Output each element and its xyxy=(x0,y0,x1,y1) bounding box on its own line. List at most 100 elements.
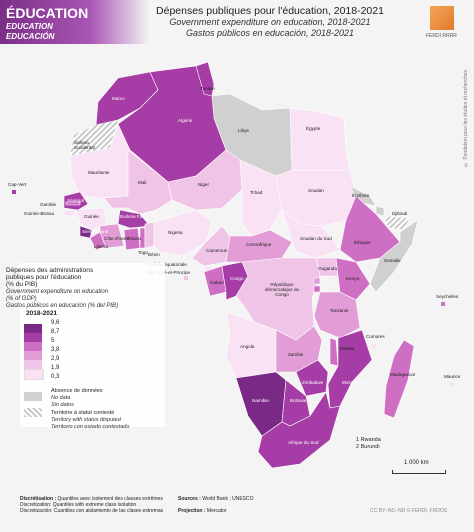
country-djibouti[interactable] xyxy=(375,205,385,217)
country-nigeria[interactable] xyxy=(153,209,213,257)
legend-swatch-6 xyxy=(24,369,44,380)
legend-panel xyxy=(20,263,165,427)
label-burkina: Burkina Faso xyxy=(120,214,148,219)
country-somalia[interactable] xyxy=(369,219,419,293)
label-senegal: Sénégal xyxy=(67,198,84,203)
logo-text: FERDI RRRR xyxy=(426,33,457,39)
label-mozambique: Mozambique xyxy=(342,380,369,385)
note-burundi: 2 Burundi xyxy=(356,444,380,450)
label-soudan-du-sud: Soudan du Sud xyxy=(300,236,332,241)
country-guinea-bissau[interactable] xyxy=(63,209,77,217)
country-south-africa[interactable] xyxy=(257,391,341,469)
country-zimbabwe[interactable] xyxy=(295,359,329,397)
footer-discretisation: Discrétisation : Quantiles avec isolemen… xyxy=(20,496,163,514)
legend-period: 2018-2021 xyxy=(26,310,58,317)
label-centrafrique: Centrafrique xyxy=(246,242,272,247)
footer-sources-label: Sources : xyxy=(178,496,201,502)
country-zambia[interactable] xyxy=(275,325,323,373)
label-gambie: Gambie xyxy=(40,202,57,207)
legend-swatch-1 xyxy=(24,324,42,333)
title-en: Government expenditure on education, 201… xyxy=(169,17,371,27)
legend-swatch-3 xyxy=(24,342,42,351)
label-angola: Angola xyxy=(240,344,255,349)
country-gambia[interactable] xyxy=(65,201,81,206)
label-soudan: Soudan xyxy=(308,188,324,193)
label-congo: Congo xyxy=(230,276,244,281)
country-burundi[interactable] xyxy=(313,285,321,293)
country-sao-tome[interactable] xyxy=(184,276,188,280)
footer-projection-label: Projection : xyxy=(178,508,206,514)
legend-disputed-fr: Territoire à statut contesté xyxy=(51,410,115,416)
label-zimbabwe: Zimbabwe xyxy=(302,380,324,385)
country-senegal[interactable] xyxy=(63,191,89,211)
footer-projection-value: Mercator xyxy=(206,508,227,514)
legend-disputed-swatch xyxy=(24,408,42,417)
country-madagascar[interactable] xyxy=(383,339,415,419)
country-car[interactable] xyxy=(225,229,293,263)
country-burkina-faso[interactable] xyxy=(117,209,151,229)
label-botswana: Botswana xyxy=(290,398,311,403)
country-rwanda[interactable] xyxy=(313,277,321,285)
label-guinee: Guinée xyxy=(84,214,99,219)
country-cote-divoire[interactable] xyxy=(99,223,125,249)
label-erythree: Érythrée xyxy=(352,193,370,198)
label-mali: Mali xyxy=(138,180,147,185)
legend-break-5: 2,9 xyxy=(51,356,60,362)
label-namibie: Namibie xyxy=(252,398,269,403)
legend-title-fr-2: publiques pour l'éducation xyxy=(6,274,82,281)
legend-break-6: 1,9 xyxy=(51,365,60,371)
country-tunisia[interactable] xyxy=(195,61,215,97)
label-maroc: Maroc xyxy=(112,96,125,101)
disputed-hatch-ws xyxy=(70,120,118,156)
legend-swatch-4 xyxy=(24,351,42,360)
label-mauritanie: Mauritanie xyxy=(88,170,110,175)
legend-no-data-en: No data xyxy=(51,395,71,401)
legend-title-fr-3: (% du PIB) xyxy=(6,281,38,288)
legend-no-data-es: Sin datos xyxy=(51,402,74,408)
legend-break-7: 0,3 xyxy=(51,374,60,380)
theme-banner: ÉDUCATION EDUCATION EDUCACIÓN xyxy=(0,0,150,44)
label-djibouti: Djibouti xyxy=(392,211,408,216)
legend-title-en-1: Government expenditure on education xyxy=(6,289,109,295)
country-seychelles[interactable] xyxy=(441,302,445,306)
label-tanzanie: Tanzanie xyxy=(330,308,349,313)
country-comoros[interactable] xyxy=(372,344,376,348)
country-south-sudan[interactable] xyxy=(281,209,341,259)
country-benin[interactable] xyxy=(144,221,155,249)
country-egypt[interactable] xyxy=(289,107,351,171)
legend-swatch-2 xyxy=(24,333,42,342)
country-guinea[interactable] xyxy=(75,207,107,231)
label-ethiopie: Éthiopie xyxy=(354,240,371,245)
title-es: Gastos públicos en educación, 2018-2021 xyxy=(185,28,355,38)
label-cameroun: Cameroun xyxy=(206,248,228,253)
footer-license-text: CC BY–NC–ND xyxy=(370,508,406,514)
scale-label: 1 000 km xyxy=(404,460,429,466)
legend-break-4: 3,8 xyxy=(51,347,60,353)
note-rwanda: 1 Rwanda xyxy=(356,437,381,443)
map-title-block: Dépenses publiques pour l'éducation, 201… xyxy=(150,6,390,39)
country-tanzania[interactable] xyxy=(313,291,361,339)
label-seychelles: Seychelles xyxy=(436,294,459,299)
label-somalie: Somalie xyxy=(384,258,401,263)
label-benin: Bénin xyxy=(148,252,160,257)
country-mauritius[interactable] xyxy=(450,382,454,386)
footer-disc-fr: Quantiles avec isolement des classes ext… xyxy=(57,496,163,502)
side-credit: © Fondation pour les études et recherche… xyxy=(463,70,469,167)
label-egypte: Égypte xyxy=(306,126,321,131)
legend-no-data-swatch xyxy=(24,392,42,401)
legend-break-2: 8,7 xyxy=(51,329,60,335)
label-maurice: Maurice xyxy=(444,374,461,379)
country-cape-verde[interactable] xyxy=(12,190,16,194)
legend-break-3: 5 xyxy=(51,338,55,344)
label-sao-tome: Sao Tomé-et-Principe xyxy=(146,270,191,275)
label-tchad: Tchad xyxy=(250,190,263,195)
label-cap-vert: Cap-Vert xyxy=(8,182,27,187)
title-fr: Dépenses publiques pour l'éducation, 201… xyxy=(156,5,384,17)
theme-label-en: EDUCATION xyxy=(6,22,53,31)
label-niger: Niger xyxy=(198,182,209,187)
legend-disputed-en: Territory with status disputed xyxy=(51,417,121,423)
legend-swatch-5 xyxy=(24,360,42,369)
label-ghana: Ghana xyxy=(127,236,141,241)
label-togo: Togo xyxy=(138,250,148,255)
